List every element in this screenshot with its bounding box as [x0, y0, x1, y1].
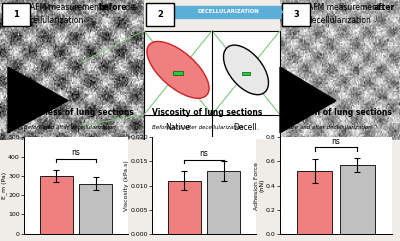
Bar: [340, 165, 374, 234]
Text: before: before: [98, 3, 126, 12]
Text: ns: ns: [332, 137, 340, 146]
Text: ns: ns: [200, 149, 208, 158]
Text: Before and after decellularization: Before and after decellularization: [280, 125, 372, 130]
FancyBboxPatch shape: [282, 4, 310, 26]
Y-axis label: Viscosity (kPa.s): Viscosity (kPa.s): [124, 160, 129, 211]
Ellipse shape: [224, 45, 268, 95]
Text: Adhesion of lung sections: Adhesion of lung sections: [280, 108, 392, 117]
Y-axis label: E_m (Pa): E_m (Pa): [1, 172, 7, 199]
Polygon shape: [8, 67, 68, 133]
FancyBboxPatch shape: [2, 4, 30, 26]
Bar: [173, 71, 183, 75]
Polygon shape: [280, 67, 336, 133]
Text: AFM measurements: AFM measurements: [308, 3, 386, 12]
Bar: [168, 181, 200, 234]
Text: Stiffness of lung sections: Stiffness of lung sections: [24, 108, 134, 117]
Text: AFM measurements: AFM measurements: [30, 3, 108, 12]
FancyBboxPatch shape: [146, 4, 174, 26]
Text: de-: de-: [123, 3, 138, 12]
Text: 2: 2: [157, 10, 163, 19]
Bar: [298, 171, 332, 234]
Text: Viscosity of lung sections: Viscosity of lung sections: [152, 108, 262, 117]
Text: after: after: [374, 3, 395, 12]
Y-axis label: Adhesion Force
(nN): Adhesion Force (nN): [254, 161, 264, 210]
Ellipse shape: [147, 41, 209, 98]
Bar: [242, 72, 250, 75]
Text: Decell.: Decell.: [233, 123, 259, 132]
Text: decellularization: decellularization: [308, 16, 372, 25]
Bar: [40, 176, 72, 234]
Text: Native: Native: [166, 123, 190, 132]
Text: 3: 3: [293, 10, 299, 19]
Text: Before and after decellularization: Before and after decellularization: [24, 125, 116, 130]
Text: ns: ns: [72, 148, 80, 157]
Bar: [208, 171, 240, 234]
Text: Before and after decellularization: Before and after decellularization: [152, 125, 244, 130]
Text: cellularization: cellularization: [30, 16, 84, 25]
Bar: [144, 31, 280, 140]
FancyBboxPatch shape: [172, 6, 284, 18]
Bar: [80, 184, 112, 234]
Text: DECELLULARIZATION: DECELLULARIZATION: [197, 9, 259, 14]
Text: 1: 1: [13, 10, 19, 19]
